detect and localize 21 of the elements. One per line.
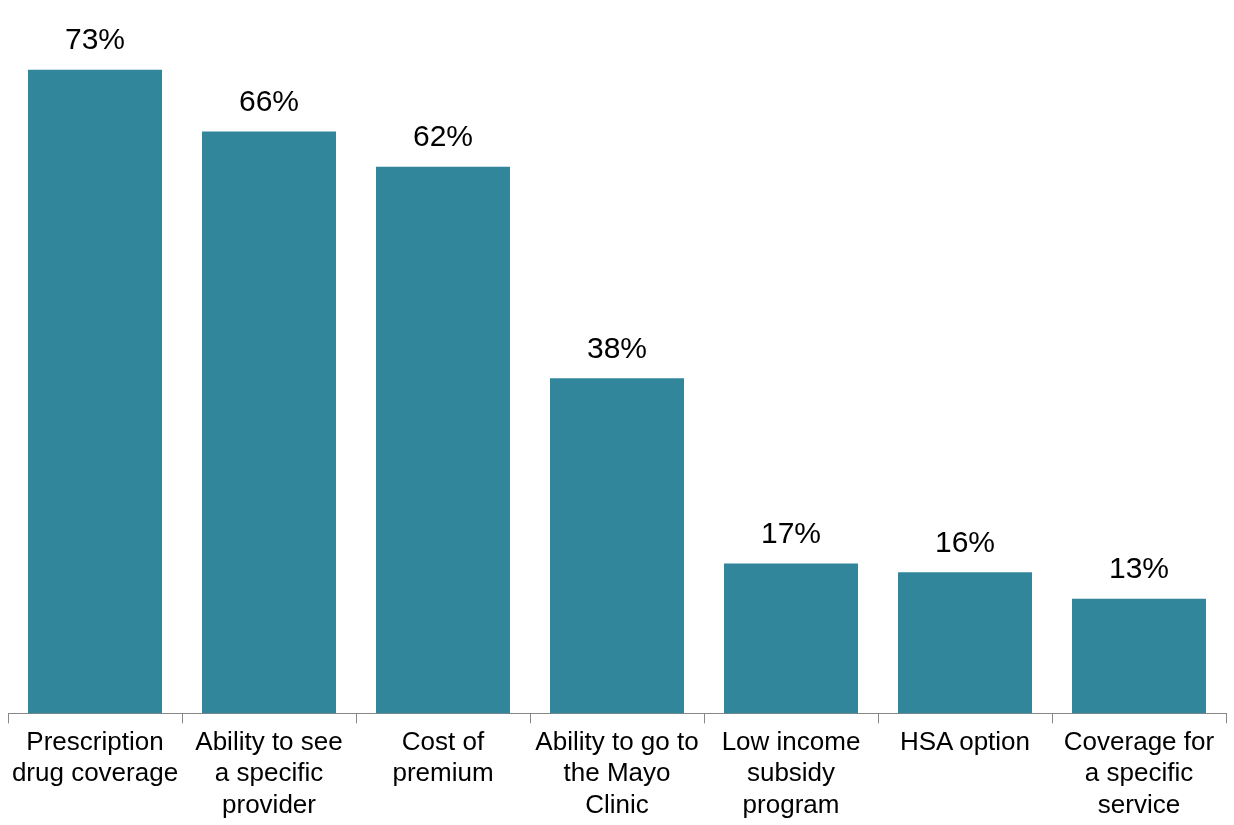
bar	[724, 563, 858, 714]
bar	[898, 572, 1032, 714]
x-tick-label: Ability to see a specific provider	[195, 726, 343, 819]
x-tick-label: HSA option	[899, 726, 1031, 757]
bar	[28, 69, 162, 714]
data-label: 66%	[238, 83, 300, 117]
data-label: 38%	[586, 330, 648, 364]
bar	[202, 131, 336, 714]
data-label: 73%	[64, 21, 126, 55]
x-tick-label: Cost of premium	[392, 726, 494, 788]
bar	[376, 166, 510, 714]
x-tick-label: Low income subsidy program	[721, 726, 861, 819]
data-label: 62%	[412, 118, 474, 152]
x-tick-label: Ability to go to the Mayo Clinic	[535, 726, 699, 819]
bar	[1072, 598, 1206, 714]
bar	[550, 378, 684, 714]
x-tick-label: Prescription drug coverage	[11, 726, 179, 788]
data-label: 16%	[934, 524, 996, 558]
data-label: 13%	[1108, 551, 1170, 585]
x-tick-label: Coverage for a specific service	[1063, 726, 1215, 819]
data-label: 17%	[760, 515, 822, 549]
